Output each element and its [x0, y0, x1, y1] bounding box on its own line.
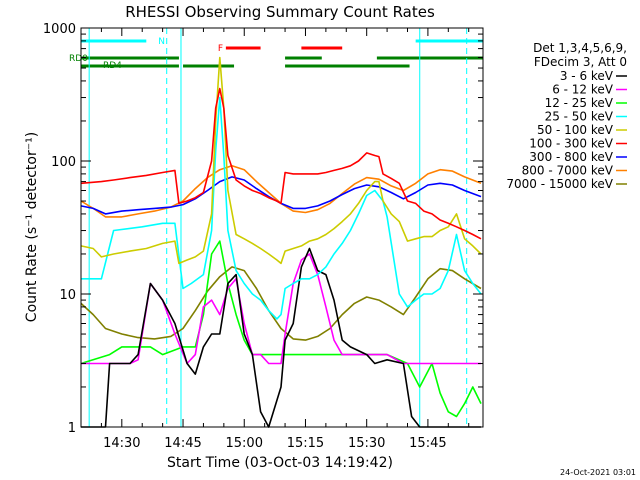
legend-label-1: 6 - 12 keV [552, 83, 614, 97]
x-axis-label: Start Time (03-Oct-03 14:19:42) [167, 455, 393, 471]
series-line-5 [80, 87, 482, 240]
x-tick-label-4: 15:30 [348, 436, 385, 451]
series-line-4 [80, 56, 482, 265]
legend-label-8: 7000 - 15000 keV [506, 177, 613, 191]
series-line-6 [80, 176, 482, 215]
flag-label-rd4: RD4 [103, 61, 122, 71]
series-line-7 [80, 165, 482, 218]
y-tick-label-3: 1000 [43, 22, 76, 37]
legend-label-0: 3 - 6 keV [560, 69, 614, 83]
x-tick-label-0: 14:30 [103, 436, 140, 451]
series-line-1 [81, 253, 481, 365]
series-line-8 [80, 266, 482, 341]
legend-label-6: 300 - 800 keV [529, 150, 613, 164]
chart-title: RHESSI Observing Summary Count Rates [125, 3, 435, 21]
series-lines [80, 56, 482, 428]
y-tick-label-0: 1 [68, 421, 76, 436]
legend-header-line-1: Det 1,3,4,5,6,9, [533, 41, 627, 55]
legend-label-3: 25 - 50 keV [545, 110, 614, 124]
x-tick-label-2: 15:00 [226, 436, 263, 451]
legend: Det 1,3,4,5,6,9, FDecim 3, Att 0 3 - 6 k… [506, 41, 627, 191]
y-tick-label-1: 10 [59, 288, 76, 303]
flag-label-f: F [218, 44, 223, 54]
legend-label-5: 100 - 300 keV [529, 137, 613, 151]
flag-label-n: N [158, 37, 165, 47]
x-tick-label-5: 15:45 [409, 436, 446, 451]
footer-date: 24-Oct-2021 03:01 [560, 468, 636, 477]
legend-label-2: 12 - 25 keV [545, 96, 614, 110]
axis-ticks: 14:30 14:45 15:00 15:15 15:30 15:45 1 10 100 1000 [43, 22, 483, 451]
flag-label-rd0: RD0 [69, 54, 88, 64]
series-line-2 [80, 240, 482, 418]
series-line-0 [81, 247, 481, 428]
flag-bars: N F RD0 RD4 [69, 28, 483, 427]
plot-frame [80, 27, 484, 428]
legend-label-7: 800 - 7000 keV [522, 164, 614, 178]
series-line-3 [81, 96, 482, 320]
x-tick-label-1: 14:45 [164, 436, 201, 451]
y-tick-label-2: 100 [51, 155, 76, 170]
legend-header-line-2: FDecim 3, Att 0 [534, 55, 627, 69]
x-tick-label-3: 15:15 [287, 436, 324, 451]
legend-label-4: 50 - 100 keV [537, 123, 614, 137]
y-axis-label: Count Rate (s⁻¹ detector⁻¹) [24, 132, 40, 322]
